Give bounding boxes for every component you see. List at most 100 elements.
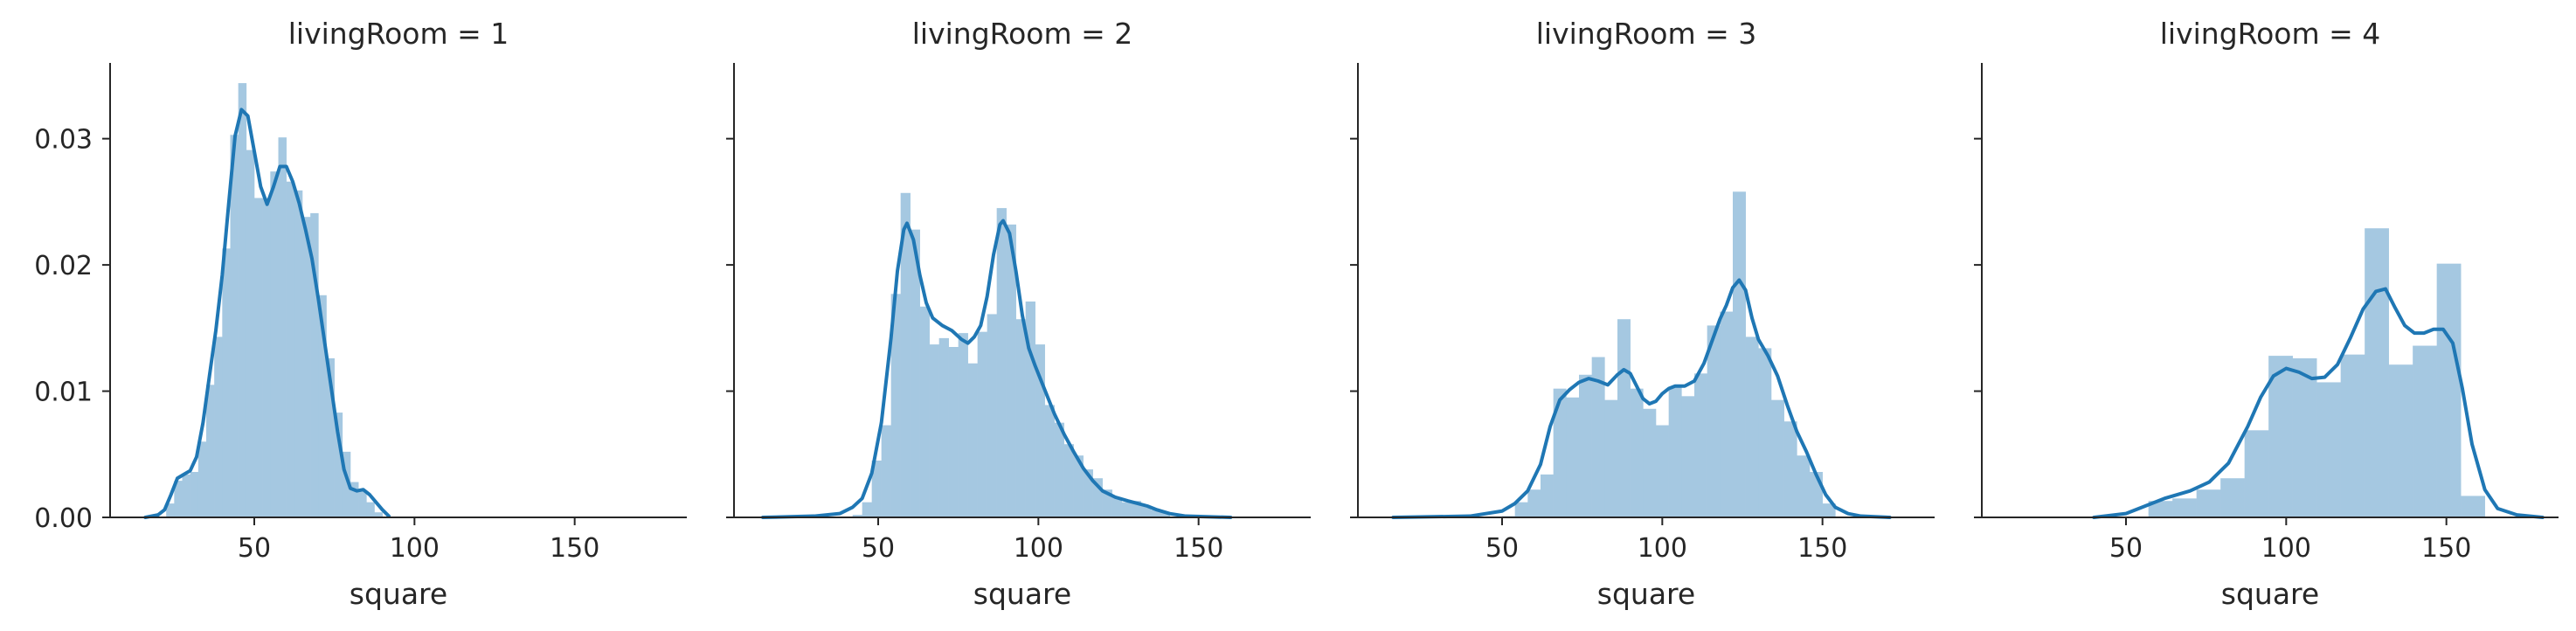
histogram-bar-9 (230, 135, 239, 517)
histogram-bar-14 (1668, 387, 1682, 517)
histogram-bar-7 (214, 336, 223, 517)
histogram-bar-20 (1035, 344, 1045, 517)
histogram-bar-33 (1160, 512, 1170, 517)
histogram-bar-13 (262, 198, 271, 517)
histogram-bar-7 (910, 229, 920, 517)
histogram-bar-4 (881, 425, 891, 517)
histogram-bar-12 (254, 198, 263, 517)
facet-panel-1: 0.00 0.01 0.02 0.03 50 100 150 square livingRoom… (34, 17, 687, 611)
histogram-bar-28 (1111, 496, 1122, 517)
histogram-bar-6 (900, 192, 911, 517)
histogram-bar-12 (958, 333, 968, 517)
histogram-bar-18 (1015, 319, 1026, 517)
histogram-bar-1 (2148, 501, 2173, 517)
histogram-bar-2 (174, 481, 183, 517)
histogram-bar-6 (206, 385, 215, 517)
x-tick-label: 100 (1014, 533, 1063, 564)
histogram-bar-8 (919, 306, 930, 517)
x-axis-title: square (973, 577, 1071, 611)
histogram-bar-4 (2220, 478, 2245, 517)
y-tick-label: 0.00 (34, 503, 93, 534)
y-tick-label: 0.02 (34, 251, 93, 281)
histogram-bar-23 (1063, 444, 1074, 517)
histogram-bar-2 (2172, 498, 2197, 517)
histogram-bar-9 (1604, 399, 1618, 517)
histogram-bar-24 (350, 482, 359, 517)
histogram-bar-20 (1745, 336, 1759, 517)
histogram-bar-22 (334, 413, 343, 517)
facet-panel-2: 50 100 150 square livingRoom = 2 (726, 17, 1311, 611)
histogram-bar-11 (1630, 388, 1644, 517)
histogram-bar-24 (1073, 455, 1084, 517)
x-tick-label: 100 (390, 533, 440, 564)
x-tick-label: 50 (2109, 533, 2143, 564)
histogram-bar-13 (1656, 425, 1669, 517)
panel-title: livingRoom = 3 (1536, 17, 1757, 51)
histogram-bar-24 (1797, 455, 1811, 517)
histogram-bar-8 (2316, 382, 2341, 517)
histogram-bar-6 (1566, 397, 1580, 517)
kde-line (761, 218, 1233, 519)
histogram-bar-5 (1553, 388, 1567, 517)
x-axis-title: square (350, 577, 447, 611)
histogram-bar-19 (1733, 191, 1746, 517)
histogram-bar-26 (366, 502, 375, 517)
x-tick-label: 150 (1174, 533, 1223, 564)
histogram-bar-16 (1694, 373, 1707, 517)
histogram-bar-31 (1140, 506, 1151, 517)
histogram-bar-14 (270, 171, 279, 517)
facet-panel-3: 50 100 150 square livingRoom = 3 (1350, 17, 1935, 611)
histogram-bar-21 (326, 358, 335, 517)
histogram-bar-11 (2388, 364, 2413, 517)
histogram-bar-25 (1083, 469, 1093, 517)
histogram-bar-3 (871, 461, 882, 517)
histogram-bar-10 (238, 83, 247, 518)
histogram-bar-7 (1579, 374, 1592, 517)
histogram-bar-21 (1044, 405, 1055, 517)
x-axis-title: square (1597, 577, 1695, 611)
histogram-bar-3 (2196, 489, 2221, 517)
histogram-bar-11 (246, 149, 255, 518)
histogram-bar-15 (1681, 396, 1695, 517)
histogram-bar-14 (977, 331, 987, 517)
histogram-bar-18 (1720, 311, 1734, 517)
histogram-bar-2 (862, 502, 872, 517)
histogram-bar-20 (318, 295, 327, 517)
x-tick-label: 150 (1797, 533, 1847, 564)
histogram-bar-17 (1707, 325, 1721, 517)
x-tick-label: 50 (1485, 533, 1519, 564)
x-axis-title: square (2221, 577, 2319, 611)
histogram-bar-22 (1771, 399, 1784, 517)
histogram-bar-23 (1783, 421, 1797, 517)
histogram-bar-26 (1822, 503, 1836, 517)
histogram-bar-10 (1617, 319, 1631, 517)
x-tick-label: 100 (2261, 533, 2311, 564)
kde-line (143, 107, 391, 519)
histogram-bar-15 (278, 137, 287, 517)
histogram-bar-5 (2244, 430, 2269, 517)
kde-line (2092, 287, 2545, 519)
histogram-bar-13 (967, 363, 978, 517)
histogram-bar-8 (222, 248, 231, 517)
histogram-bar-23 (342, 451, 351, 517)
histogram-bar-10 (2365, 228, 2389, 517)
histogram-bar-16 (286, 181, 295, 517)
histogram-bar-4 (190, 472, 199, 517)
histogram-bar-12 (2413, 345, 2437, 517)
histogram-bar-22 (1054, 422, 1064, 517)
histogram-bar-18 (302, 217, 311, 517)
histogram-bar-3 (1527, 489, 1541, 517)
histogram-bar-10 (938, 337, 949, 517)
histogram-bar-1 (852, 515, 862, 517)
histogram-bar-8 (1591, 357, 1605, 517)
x-tick-label: 50 (238, 533, 271, 564)
histogram-bar-29 (1121, 502, 1132, 517)
y-tick-label: 0.03 (34, 125, 93, 156)
histogram-bar-3 (182, 474, 190, 517)
histogram-bar-19 (1025, 302, 1035, 517)
histogram-bar-13 (2436, 263, 2462, 517)
panel-title: livingRoom = 4 (2160, 17, 2381, 51)
histogram-bar-26 (1092, 478, 1103, 517)
histogram-bar-15 (987, 314, 997, 517)
